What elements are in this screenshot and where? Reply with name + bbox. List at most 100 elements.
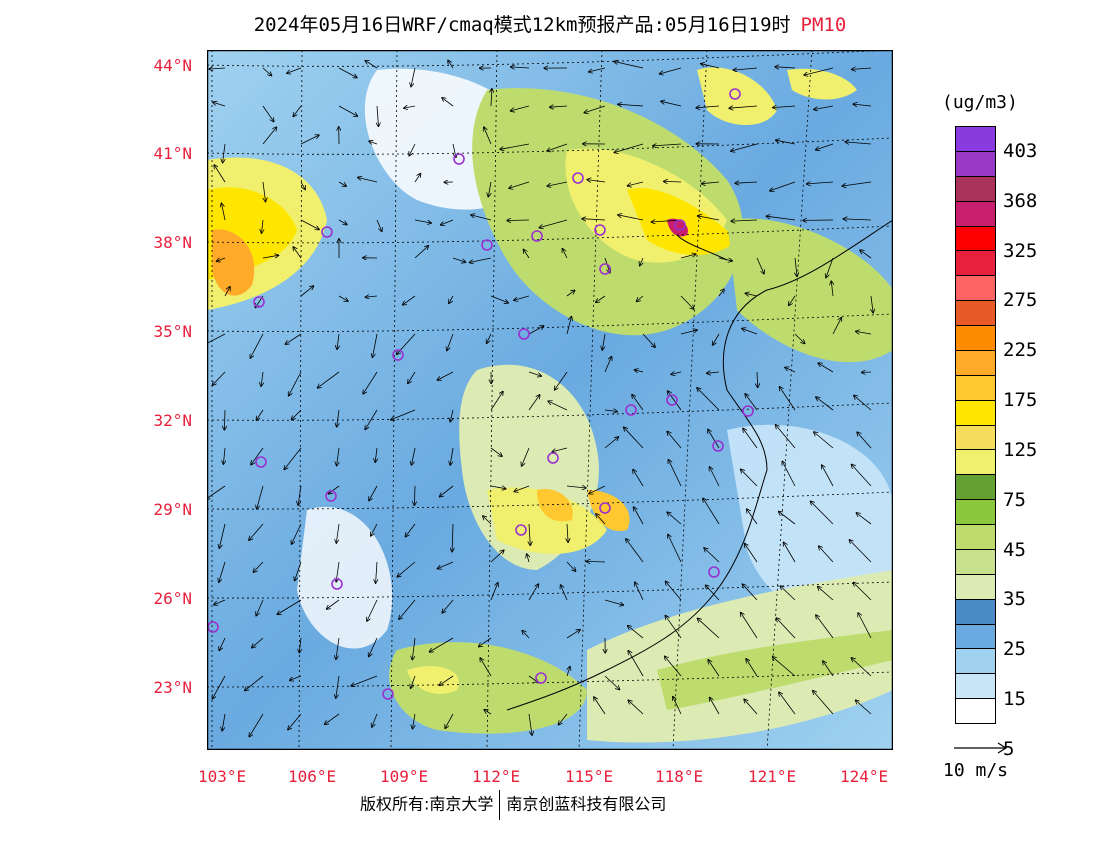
wind-arrow [528,326,544,335]
wind-arrow [414,246,428,259]
wind-arrow [559,713,568,725]
colorbar-segment [956,425,995,451]
wind-arrow [262,219,264,233]
colorbar-label: 125 [1003,438,1038,461]
wind-arrow [325,713,340,724]
station-marker [708,566,720,578]
lat-label-29: 29°N [153,500,192,519]
wind-arrow [604,410,617,412]
wind-arrow [637,295,644,301]
wind-reference-label: 10 m/s [943,760,1009,781]
wind-arrow [566,561,576,571]
wind-arrow [566,290,575,297]
colorbar-segment [956,624,995,650]
wind-arrow [666,581,682,601]
wind-arrow [733,68,758,70]
wind-arrow [377,105,379,126]
wind-arrow [442,599,454,613]
wind-arrow [668,460,682,487]
lon-label-103: 103°E [198,767,247,786]
colorbar-segment [956,226,995,252]
wind-arrow [653,144,682,146]
wind-arrow [491,89,492,107]
colorbar-label: 45 [1003,538,1026,561]
wind-arrow [671,372,682,374]
wind-arrow [369,141,378,144]
copyright-text: 版权所有:南京大学 [360,794,494,814]
wind-arrow [209,68,226,69]
wind-arrow [214,165,226,183]
wind-arrow [430,637,454,652]
wind-arrow [277,599,302,614]
wind-arrow [449,295,454,303]
wind-arrow [860,250,872,259]
station-marker [325,490,337,502]
colorbar-segment [956,326,995,351]
wind-arrow [371,523,378,536]
wind-arrow [219,561,226,582]
wind-arrow [336,675,340,698]
wind-arrow [411,675,416,688]
wind-arrow [698,618,720,639]
wind-arrow [293,105,302,116]
wind-arrow [816,615,834,639]
wind-arrow [664,181,682,182]
wind-arrow [698,216,720,221]
wind-arrow [437,371,454,380]
wind-arrow [779,512,796,525]
colorbar-label: 403 [1003,139,1038,162]
station-marker [712,440,724,452]
wind-arrow [414,485,415,505]
wind-arrow [811,501,834,525]
wind-arrow [442,98,454,107]
title-variable: PM10 [800,14,847,36]
wind-arrow [487,333,492,343]
wind-arrow [488,181,492,197]
wind-arrow [224,287,230,297]
wind-arrow [367,599,378,621]
wind-arrow [780,586,796,601]
copyright-footer: 版权所有:南京大学 南京创蓝科技有限公司 [360,790,666,820]
wind-arrow [448,60,454,69]
colorbar-segment [956,475,995,501]
wind-arrow [289,371,302,396]
wind-arrow [708,660,720,677]
lon-label-118: 118°E [655,767,704,786]
wind-arrow [773,657,796,677]
colorbar-segment [956,201,995,227]
title-text: 2024年05月16日WRF/cmaq模式12km预报产品:05月16日19时 [253,14,791,36]
wind-arrow [665,616,682,639]
wind-arrow [618,104,644,106]
wind-arrow [213,371,226,385]
wind-arrow [480,658,492,677]
wind-arrow [300,181,305,189]
wind-arrow [509,181,530,188]
colorbar-segment [956,176,995,202]
wind-arrow [660,67,682,74]
wind-arrow [776,140,796,145]
wind-arrow [731,143,758,151]
wind-arrow [338,67,357,78]
wind-arrow [391,409,416,420]
wind-arrow [766,216,796,221]
wind-arrow [618,215,644,221]
wind-arrow [212,675,226,699]
wind-arrow [438,561,454,569]
wind-arrow [555,371,568,390]
station-marker [594,224,606,236]
colorbar-segment [956,599,995,625]
wind-arrow [336,637,340,659]
wind-arrow [642,333,655,347]
station-marker [255,456,267,468]
wind-arrow [222,203,226,221]
wind-arrow [399,599,416,619]
wind-arrow [224,409,225,430]
wind-arrow [731,220,758,221]
wind-arrow [527,554,529,563]
wind-arrow [567,523,568,542]
wind-arrow [776,618,796,639]
wind-arrow [652,220,682,222]
wind-arrow [414,219,431,223]
wind-arrow [365,61,378,69]
wind-arrow [633,470,644,487]
